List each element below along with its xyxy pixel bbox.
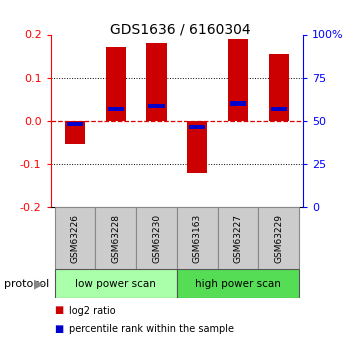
Text: ▶: ▶ xyxy=(34,277,43,290)
Bar xyxy=(258,207,299,269)
Bar xyxy=(177,269,299,298)
Bar xyxy=(105,47,126,121)
Bar xyxy=(146,43,167,121)
Bar xyxy=(95,207,136,269)
Bar xyxy=(187,121,208,172)
Text: protocol: protocol xyxy=(4,279,49,289)
Bar xyxy=(230,101,246,106)
Bar xyxy=(218,207,258,269)
Bar xyxy=(65,121,85,145)
Bar xyxy=(269,54,289,121)
Bar xyxy=(189,125,205,129)
Bar xyxy=(177,207,218,269)
Text: low power scan: low power scan xyxy=(75,279,156,289)
Bar xyxy=(271,107,287,111)
Text: percentile rank within the sample: percentile rank within the sample xyxy=(69,325,234,334)
Text: GSM63228: GSM63228 xyxy=(111,214,120,263)
Bar xyxy=(228,39,248,121)
Bar xyxy=(67,122,83,126)
Text: high power scan: high power scan xyxy=(195,279,281,289)
Text: log2 ratio: log2 ratio xyxy=(69,306,115,315)
Text: GSM63230: GSM63230 xyxy=(152,214,161,263)
Bar xyxy=(108,107,124,111)
Text: ■: ■ xyxy=(54,325,64,334)
Bar xyxy=(136,207,177,269)
Text: GSM63163: GSM63163 xyxy=(193,214,202,263)
Bar xyxy=(148,104,165,108)
Text: ■: ■ xyxy=(54,306,64,315)
Text: GSM63227: GSM63227 xyxy=(234,214,243,263)
Text: GDS1636 / 6160304: GDS1636 / 6160304 xyxy=(110,22,251,37)
Bar xyxy=(55,269,177,298)
Bar xyxy=(55,207,95,269)
Text: GSM63229: GSM63229 xyxy=(274,214,283,263)
Text: GSM63226: GSM63226 xyxy=(70,214,79,263)
